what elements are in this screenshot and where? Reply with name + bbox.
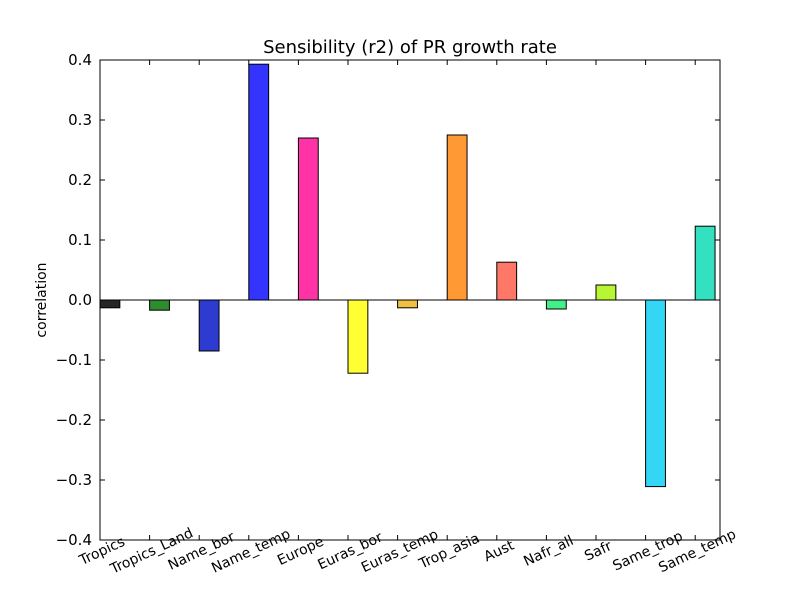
bar-europe: [297, 137, 319, 301]
x-tick-label: Nafr_all: [521, 533, 576, 570]
y-tick-label: 0.1: [68, 231, 92, 249]
bar-same-trop: [645, 299, 666, 488]
y-tick-label: −0.3: [56, 471, 92, 489]
x-tick-label: Aust: [482, 537, 518, 565]
x-tick-labels: TropicsTropics_LandName_borName_tempEuro…: [76, 525, 739, 578]
y-tick-label: 0.0: [68, 291, 92, 309]
bar-trop-asia: [446, 134, 468, 301]
bar-same-temp: [694, 225, 716, 301]
y-tick-label: 0.2: [68, 171, 92, 189]
ticks-layer: [99, 59, 720, 541]
bar-safr: [595, 284, 617, 301]
bar-euras-temp: [397, 299, 418, 309]
bar-tropics: [99, 299, 121, 309]
bars-layer: [99, 63, 716, 488]
bar-nafr-all: [545, 299, 567, 310]
bar-name-bor: [198, 299, 220, 352]
y-tick-label: −0.1: [56, 351, 92, 369]
bar-euras-bor: [347, 299, 369, 374]
y-tick-label: 0.4: [68, 51, 92, 69]
bar-name-temp: [248, 63, 270, 301]
bar-aust: [496, 261, 518, 301]
bar-tropics-land: [149, 299, 170, 311]
y-tick-label: 0.3: [68, 111, 92, 129]
y-tick-label: −0.2: [56, 411, 92, 429]
y-tick-labels: 0.4 0.3 0.2 0.1 0.0 −0.1 −0.2 −0.3 −0.4: [56, 51, 92, 549]
y-tick-label: −0.4: [56, 531, 92, 549]
chart-title: Sensibility (r2) of PR growth rate: [263, 37, 557, 58]
y-axis-label: correlation: [34, 262, 50, 337]
